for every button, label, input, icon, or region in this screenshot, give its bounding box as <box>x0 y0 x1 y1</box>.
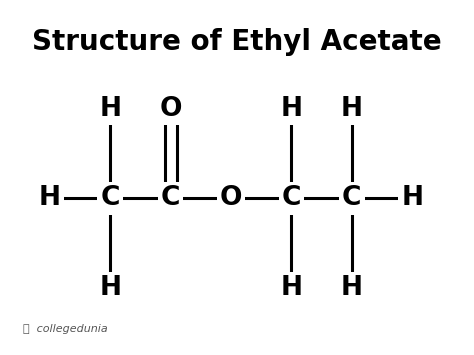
Text: H: H <box>99 275 121 301</box>
Text: O: O <box>220 185 242 212</box>
Text: 🎓  collegedunia: 🎓 collegedunia <box>23 324 108 334</box>
Text: C: C <box>161 185 180 212</box>
Text: H: H <box>341 96 363 122</box>
Text: O: O <box>159 96 182 122</box>
Text: C: C <box>100 185 120 212</box>
Text: H: H <box>39 185 61 212</box>
Text: C: C <box>342 185 362 212</box>
Text: H: H <box>280 275 302 301</box>
Text: Structure of Ethyl Acetate: Structure of Ethyl Acetate <box>32 28 442 56</box>
Text: H: H <box>401 185 423 212</box>
Text: C: C <box>282 185 301 212</box>
Text: H: H <box>280 96 302 122</box>
Text: H: H <box>99 96 121 122</box>
Text: H: H <box>341 275 363 301</box>
